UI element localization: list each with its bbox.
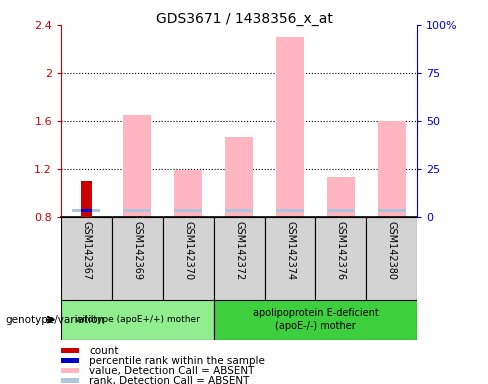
Bar: [61, 368, 79, 373]
Bar: [214, 300, 417, 340]
Bar: [378, 121, 406, 217]
Text: genotype/variation: genotype/variation: [5, 314, 104, 325]
Bar: [225, 137, 253, 217]
Bar: [327, 209, 355, 212]
Bar: [81, 181, 92, 217]
Bar: [123, 209, 151, 212]
Bar: [264, 217, 315, 300]
Bar: [61, 358, 79, 363]
Text: GSM142374: GSM142374: [285, 221, 295, 280]
Bar: [276, 37, 304, 217]
Text: GSM142369: GSM142369: [132, 221, 142, 280]
Text: GDS3671 / 1438356_x_at: GDS3671 / 1438356_x_at: [156, 12, 332, 25]
Text: GSM142376: GSM142376: [336, 221, 346, 280]
Bar: [112, 217, 163, 300]
Text: GSM142372: GSM142372: [234, 221, 244, 280]
Text: GSM142380: GSM142380: [387, 221, 397, 280]
Bar: [276, 209, 304, 212]
Bar: [72, 209, 101, 212]
Text: value, Detection Call = ABSENT: value, Detection Call = ABSENT: [89, 366, 255, 376]
Bar: [327, 177, 355, 217]
Bar: [61, 379, 79, 384]
Text: GSM142370: GSM142370: [183, 221, 193, 280]
Bar: [123, 115, 151, 217]
Text: count: count: [89, 346, 119, 356]
Text: percentile rank within the sample: percentile rank within the sample: [89, 356, 265, 366]
Text: apolipoprotein E-deficient
(apoE-/-) mother: apolipoprotein E-deficient (apoE-/-) mot…: [253, 308, 378, 331]
Bar: [378, 209, 406, 212]
Text: rank, Detection Call = ABSENT: rank, Detection Call = ABSENT: [89, 376, 250, 384]
Bar: [61, 348, 79, 353]
Text: wildtype (apoE+/+) mother: wildtype (apoE+/+) mother: [75, 315, 200, 324]
Bar: [366, 217, 417, 300]
Bar: [214, 217, 264, 300]
Bar: [174, 209, 202, 212]
Bar: [61, 300, 214, 340]
Bar: [225, 209, 253, 212]
Bar: [315, 217, 366, 300]
Bar: [81, 209, 92, 212]
Bar: [61, 217, 112, 300]
Bar: [163, 217, 214, 300]
Bar: [174, 170, 202, 217]
Text: GSM142367: GSM142367: [81, 221, 91, 280]
